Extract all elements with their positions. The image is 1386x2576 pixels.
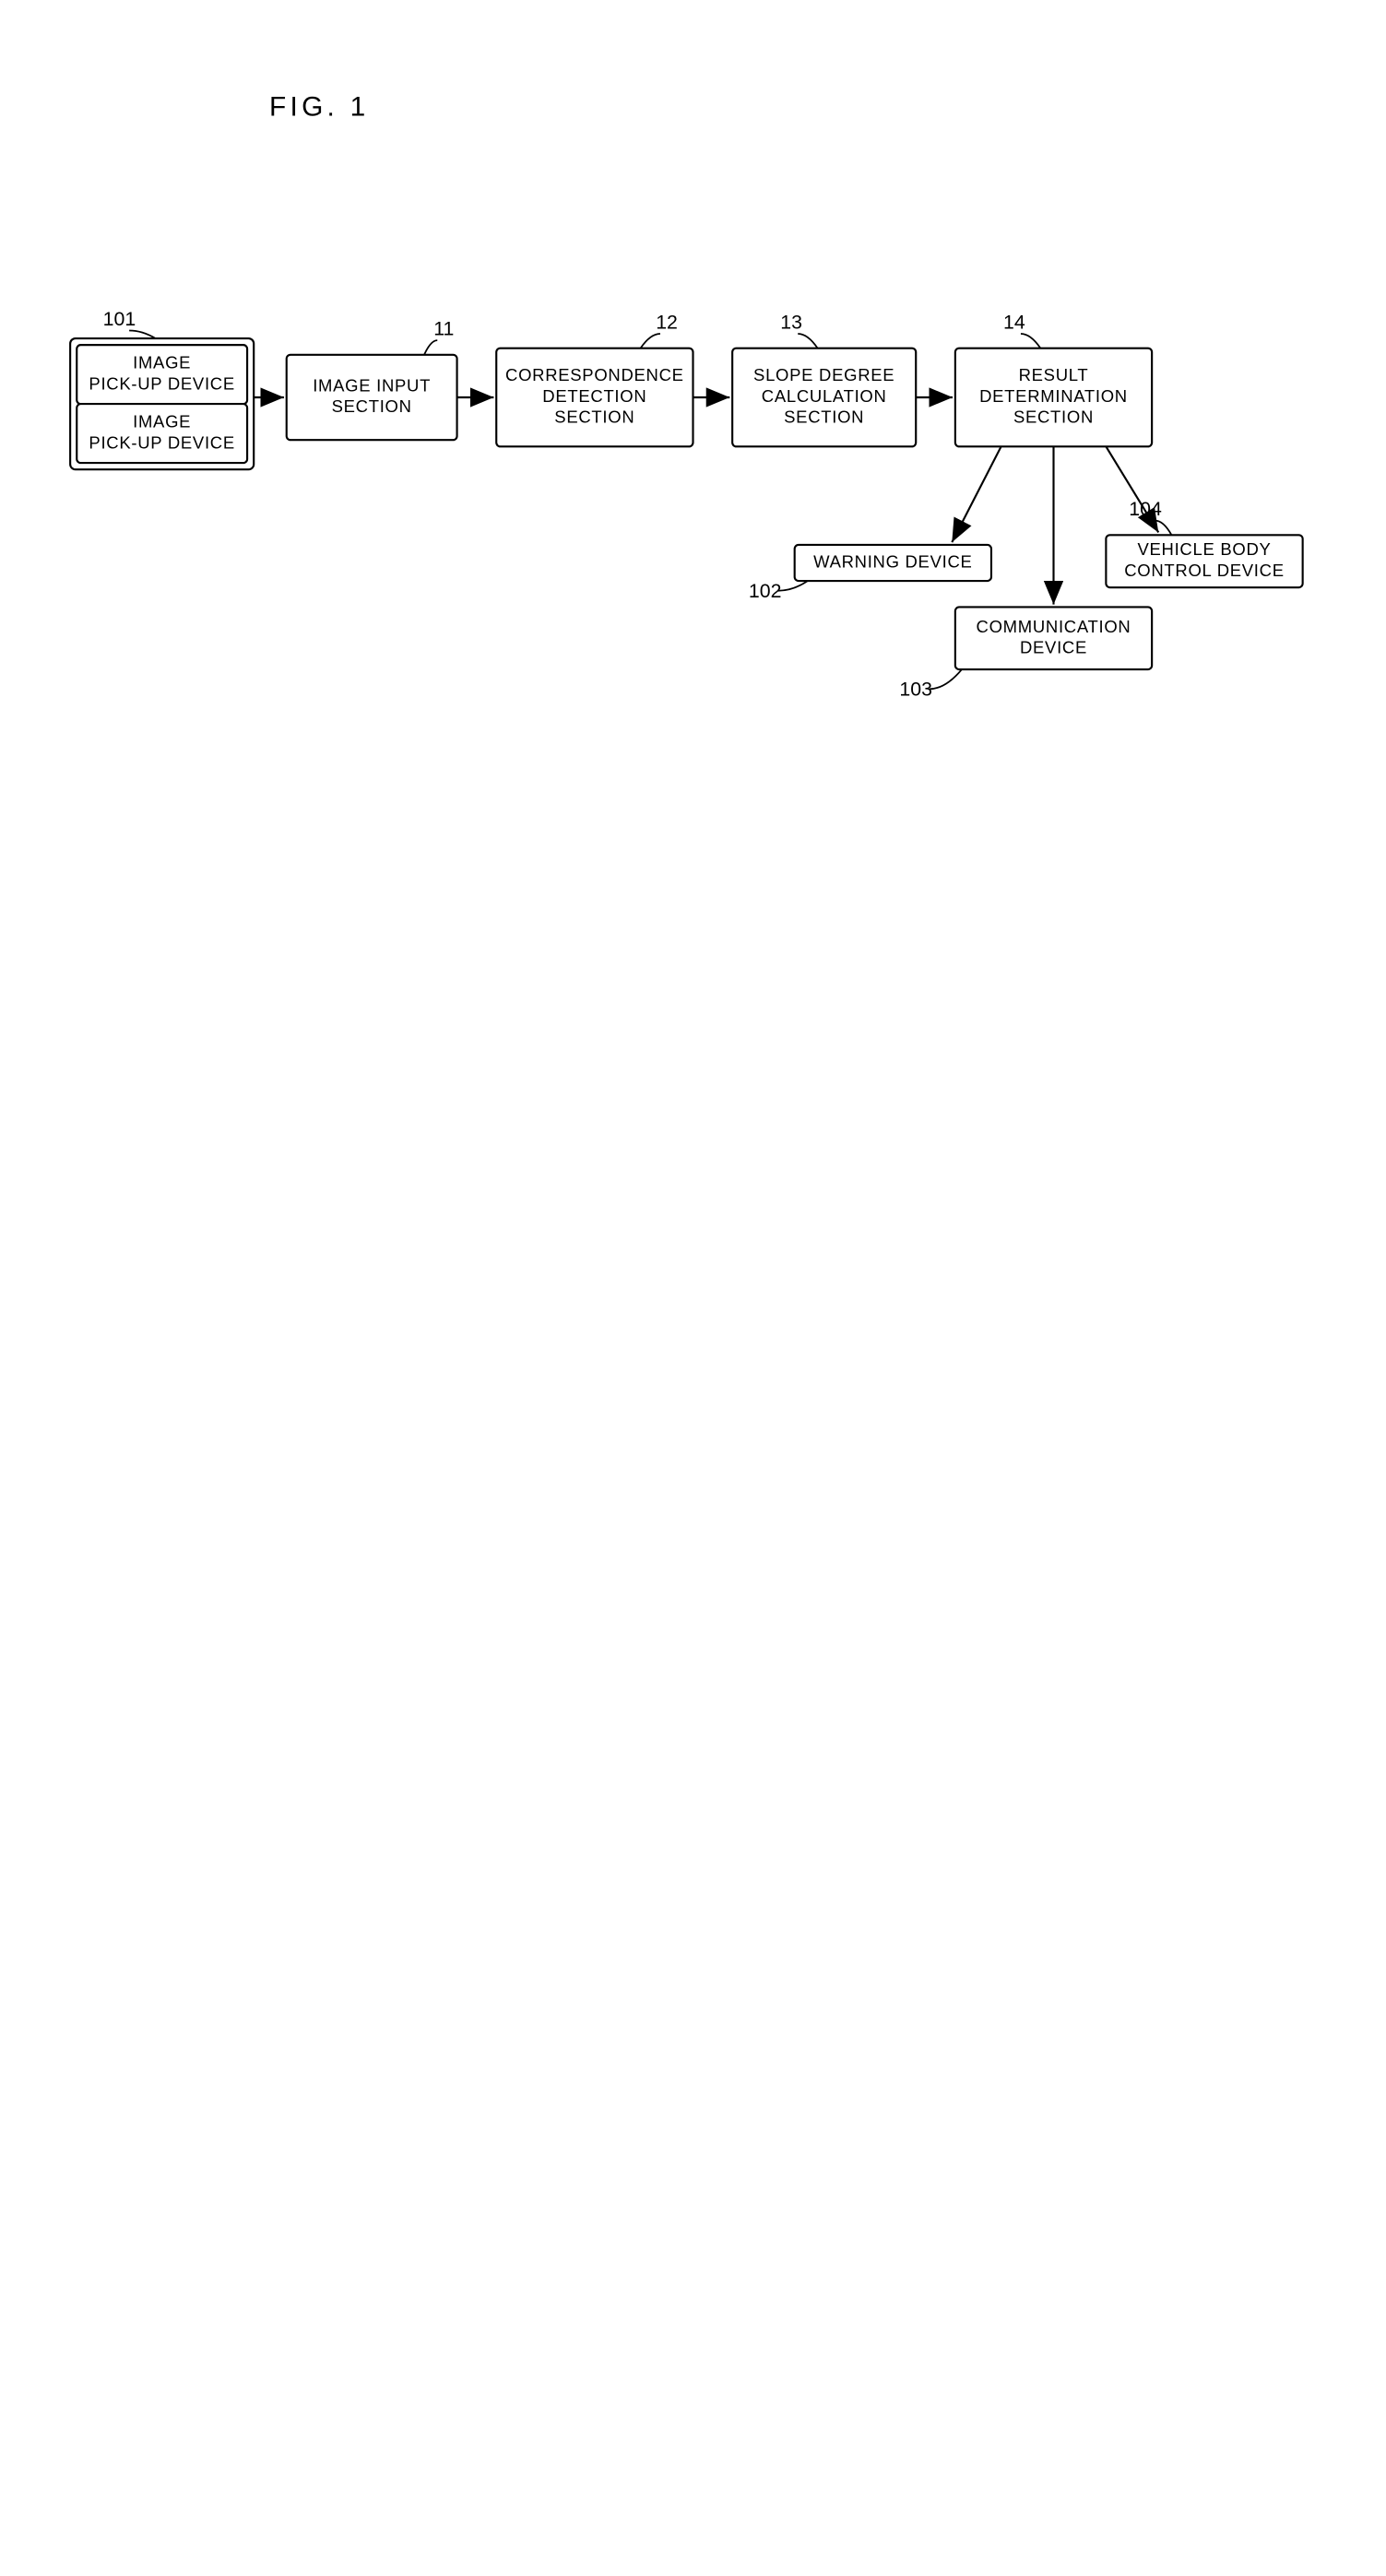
figure-title: FIG. 1	[269, 91, 370, 122]
svg-text:WARNING DEVICE: WARNING DEVICE	[813, 551, 972, 571]
svg-text:104: 104	[1129, 498, 1162, 520]
svg-text:14: 14	[1003, 311, 1025, 333]
svg-text:DEVICE: DEVICE	[1020, 638, 1087, 657]
svg-text:13: 13	[780, 311, 802, 333]
svg-text:PICK-UP DEVICE: PICK-UP DEVICE	[89, 373, 234, 393]
svg-text:SECTION: SECTION	[554, 408, 634, 427]
svg-text:CALCULATION: CALCULATION	[762, 386, 887, 406]
svg-text:DETECTION: DETECTION	[542, 386, 646, 406]
svg-text:SLOPE DEGREE: SLOPE DEGREE	[753, 365, 894, 384]
svg-text:101: 101	[103, 308, 136, 330]
svg-text:CORRESPONDENCE: CORRESPONDENCE	[505, 365, 684, 384]
svg-text:IMAGE INPUT: IMAGE INPUT	[313, 376, 431, 396]
svg-text:102: 102	[749, 580, 782, 602]
svg-text:103: 103	[899, 678, 932, 700]
svg-text:IMAGE: IMAGE	[133, 412, 191, 431]
svg-text:12: 12	[656, 311, 678, 333]
svg-text:PICK-UP DEVICE: PICK-UP DEVICE	[89, 432, 234, 452]
svg-text:RESULT: RESULT	[1019, 365, 1089, 384]
svg-text:VEHICLE BODY: VEHICLE BODY	[1137, 539, 1271, 559]
svg-text:11: 11	[433, 317, 454, 339]
svg-text:SECTION: SECTION	[1013, 408, 1094, 427]
svg-text:SECTION: SECTION	[332, 396, 412, 416]
svg-text:DETERMINATION: DETERMINATION	[979, 386, 1128, 406]
svg-text:IMAGE: IMAGE	[133, 353, 191, 372]
svg-text:SECTION: SECTION	[784, 408, 864, 427]
svg-text:CONTROL DEVICE: CONTROL DEVICE	[1124, 561, 1284, 580]
block-diagram: FIG. 1IMAGEPICK-UP DEVICEIMAGEPICK-UP DE…	[37, 37, 1349, 758]
svg-text:COMMUNICATION: COMMUNICATION	[977, 617, 1131, 636]
